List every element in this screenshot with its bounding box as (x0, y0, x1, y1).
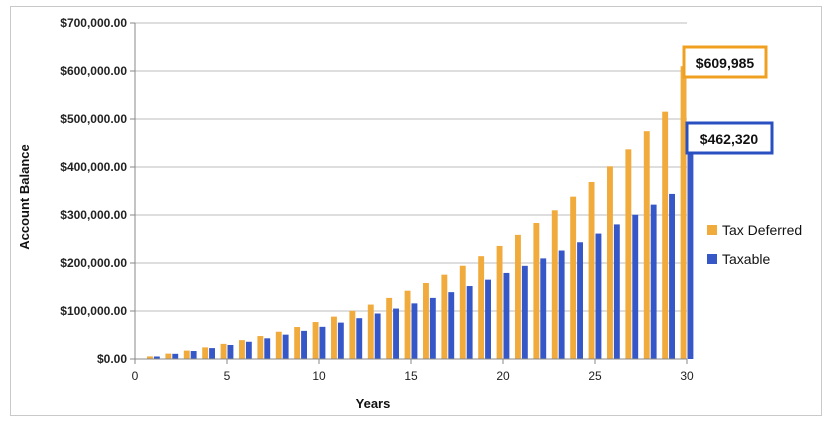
callout-box-taxable (685, 121, 774, 155)
bar-taxable-year-4 (209, 348, 215, 359)
x-tick-label: 5 (224, 369, 231, 383)
y-axis-title: Account Balance (17, 144, 32, 249)
gridlines (135, 22, 687, 312)
bar-tax-deferred-year-20 (496, 245, 503, 359)
bar-tax-deferred-year-10 (312, 322, 319, 359)
bar-taxable-year-10 (319, 326, 326, 359)
callout-value-taxable: $462,320 (700, 131, 759, 147)
bar-taxable-year-29 (669, 193, 675, 359)
y-tick-label: $300,000.00 (60, 208, 127, 222)
callout-taxable-final: $462,320 (685, 121, 774, 155)
legend-swatch-tax-deferred (707, 225, 717, 235)
bar-taxable-year-8 (282, 334, 289, 359)
bar-tax-deferred-year-24 (570, 196, 577, 359)
x-tick-label: 10 (312, 369, 326, 383)
bar-taxable-year-22 (540, 258, 547, 359)
bar-tax-deferred-year-9 (294, 327, 301, 359)
bar-taxable-year-25 (595, 233, 602, 359)
bar-tax-deferred-year-17 (441, 274, 448, 359)
bar-tax-deferred-year-6 (239, 340, 245, 359)
bar-taxable-year-30 (687, 137, 694, 359)
bar-tax-deferred-year-26 (607, 166, 613, 359)
legend-label-taxable: Taxable (722, 251, 770, 267)
bar-taxable-year-2 (172, 353, 179, 359)
bar-taxable-year-21 (521, 265, 528, 359)
bar-taxable-year-28 (650, 204, 657, 359)
x-tick-label: 30 (680, 369, 694, 383)
bar-tax-deferred-year-1 (147, 356, 153, 359)
bar-tax-deferred-year-14 (386, 297, 393, 359)
x-tick-label: 15 (404, 369, 418, 383)
x-axis-title: Years (356, 396, 391, 411)
y-tick-label: $700,000.00 (60, 16, 127, 30)
callout-value-tax-deferred: $609,985 (696, 55, 755, 71)
bar-taxable-year-14 (393, 308, 399, 359)
bar-taxable-year-3 (190, 351, 197, 359)
bar-taxable-year-11 (337, 322, 344, 359)
bar-taxable-year-17 (448, 292, 455, 359)
bar-taxable-year-16 (429, 297, 436, 359)
bar-taxable-year-15 (411, 303, 418, 359)
legend-swatch-taxable (707, 254, 717, 264)
bar-taxable-year-9 (301, 330, 307, 359)
y-tick-label: $600,000.00 (60, 64, 127, 78)
bar-tax-deferred-year-21 (515, 234, 521, 359)
bars (147, 66, 694, 359)
bar-taxable-year-6 (245, 341, 252, 359)
x-tick-labels: 0 5 10 15 20 25 30 (132, 369, 694, 383)
bar-tax-deferred-year-11 (331, 316, 337, 359)
legend-label-tax-deferred: Tax Deferred (722, 222, 802, 238)
bar-tax-deferred-year-2 (165, 353, 172, 359)
bar-taxable-year-1 (153, 356, 160, 359)
bar-taxable-year-23 (558, 250, 565, 359)
bar-tax-deferred-year-8 (275, 331, 282, 359)
bar-taxable-year-12 (356, 318, 363, 359)
y-tick-label: $200,000.00 (60, 256, 127, 270)
bar-tax-deferred-year-16 (423, 282, 429, 359)
bar-tax-deferred-year-3 (183, 350, 190, 359)
bar-taxable-year-24 (577, 242, 583, 359)
chart-frame: $0.00 $100,000.00 $200,000.00 $300,000.00 $4… (10, 6, 822, 416)
bar-tax-deferred-year-30 (680, 66, 687, 359)
bar-tax-deferred-year-5 (220, 343, 227, 359)
x-tick-label: 25 (588, 369, 602, 383)
bar-taxable-year-5 (227, 344, 234, 359)
bar-tax-deferred-year-29 (662, 111, 669, 359)
callout-box-tax-deferred (682, 45, 768, 79)
bar-tax-deferred-year-23 (551, 210, 558, 359)
bar-tax-deferred-year-27 (625, 149, 632, 359)
y-tick-label: $500,000.00 (60, 112, 127, 126)
y-tick-label: $100,000.00 (60, 304, 127, 318)
y-tick-labels: $0.00 $100,000.00 $200,000.00 $300,000.00 $4… (60, 16, 127, 366)
callout-tax-deferred-final: $609,985 (682, 45, 768, 79)
bar-taxable-year-26 (613, 224, 620, 359)
y-tick-label: $0.00 (97, 352, 127, 366)
bar-tax-deferred-year-25 (588, 181, 595, 359)
axes (130, 22, 688, 364)
bar-taxable-year-7 (264, 338, 271, 359)
bar-tax-deferred-year-4 (202, 347, 209, 359)
bar-taxable-year-18 (466, 286, 473, 359)
bar-tax-deferred-year-15 (404, 290, 411, 359)
bar-tax-deferred-year-22 (533, 223, 540, 359)
bar-tax-deferred-year-18 (459, 265, 466, 359)
x-tick-label: 0 (132, 369, 139, 383)
bar-tax-deferred-year-28 (643, 131, 650, 359)
account-balance-chart: $0.00 $100,000.00 $200,000.00 $300,000.00 $4… (17, 16, 802, 411)
bar-taxable-year-19 (485, 279, 491, 359)
bar-tax-deferred-year-19 (478, 256, 485, 359)
y-tick-label: $400,000.00 (60, 160, 127, 174)
bar-tax-deferred-year-7 (257, 336, 264, 359)
bar-taxable-year-20 (503, 272, 510, 359)
bar-tax-deferred-year-13 (367, 304, 374, 359)
bar-taxable-year-13 (374, 313, 381, 359)
bar-taxable-year-27 (632, 214, 639, 359)
x-tick-label: 20 (496, 369, 510, 383)
legend: Tax Deferred Taxable (707, 222, 802, 267)
bar-tax-deferred-year-12 (349, 310, 356, 359)
